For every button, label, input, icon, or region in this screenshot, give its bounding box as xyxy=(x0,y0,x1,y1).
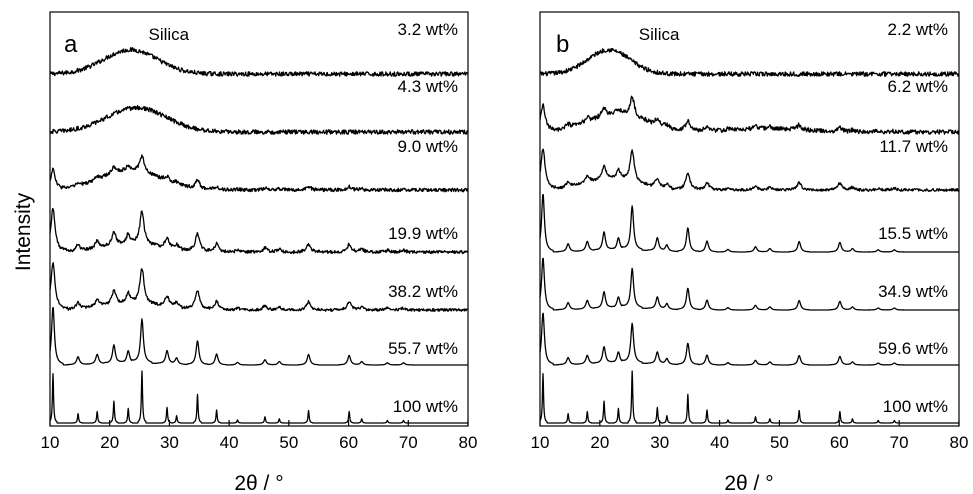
panel-b-x-ticks: 10 20 30 40 50 60 70 80 xyxy=(531,420,969,452)
panel-b-traces: 2.2 wt% 6.2 wt% 11.7 wt% 15.5 wt% 34.9 wt% 59… xyxy=(539,20,960,424)
panel-a-x-ticks: 10 20 30 40 50 60 70 80 xyxy=(41,420,478,452)
panel-a-x-axis-title: 2θ / ° xyxy=(234,472,283,494)
series-label: 4.3 wt% xyxy=(398,77,458,96)
series-label: 2.2 wt% xyxy=(888,20,948,39)
x-tick-label: 70 xyxy=(399,433,418,452)
series-label: 100 wt% xyxy=(883,397,948,416)
panel-b-silica-annotation: Silica xyxy=(639,25,680,44)
series-label: 11.7 wt% xyxy=(879,137,948,156)
x-tick-label: 40 xyxy=(710,433,729,452)
y-axis-title: Intensity xyxy=(12,192,35,271)
x-tick-label: 60 xyxy=(830,433,849,452)
panel-a-traces: 3.2 wt% 4.3 wt% 9.0 wt% 19.9 wt% 38.2 wt% 55.… xyxy=(49,20,469,424)
series-label: 34.9 wt% xyxy=(878,282,948,301)
series-line xyxy=(539,370,960,424)
x-tick-label: 40 xyxy=(220,433,239,452)
x-tick-label: 10 xyxy=(41,433,60,452)
panel-b: 2.2 wt% 6.2 wt% 11.7 wt% 15.5 wt% 34.9 wt% 59… xyxy=(531,11,969,494)
series-label: 59.6 wt% xyxy=(878,339,948,358)
panel-a-frame xyxy=(49,11,469,427)
series-line xyxy=(539,257,959,311)
series-label: 6.2 wt% xyxy=(888,77,948,96)
x-tick-label: 20 xyxy=(590,433,609,452)
panel-a: 3.2 wt% 4.3 wt% 9.0 wt% 19.9 wt% 38.2 wt% 55.… xyxy=(41,11,478,494)
series-line xyxy=(49,306,468,366)
x-tick-label: 20 xyxy=(100,433,119,452)
series-label: 100 wt% xyxy=(393,397,458,416)
series-label: 9.0 wt% xyxy=(398,137,458,156)
series-line xyxy=(539,95,960,135)
series-line xyxy=(539,193,959,253)
series-line xyxy=(539,148,959,192)
series-line xyxy=(49,207,469,255)
series-line xyxy=(539,47,960,77)
series-label: 38.2 wt% xyxy=(388,282,458,301)
x-tick-label: 10 xyxy=(531,433,550,452)
panel-a-letter: a xyxy=(64,31,78,58)
series-label: 3.2 wt% xyxy=(398,20,458,39)
series-label: 15.5 wt% xyxy=(878,224,948,243)
panel-b-x-axis-title: 2θ / ° xyxy=(724,472,773,494)
x-tick-label: 30 xyxy=(160,433,179,452)
panel-b-frame xyxy=(539,11,960,427)
series-line xyxy=(49,370,469,424)
series-line xyxy=(49,154,469,193)
x-tick-label: 80 xyxy=(950,433,969,452)
x-tick-label: 30 xyxy=(650,433,669,452)
panel-b-letter: b xyxy=(556,31,569,58)
series-label: 55.7 wt% xyxy=(388,339,458,358)
x-tick-label: 70 xyxy=(890,433,909,452)
x-tick-label: 50 xyxy=(279,433,298,452)
series-line xyxy=(539,312,959,366)
x-tick-label: 80 xyxy=(459,433,478,452)
x-tick-label: 50 xyxy=(770,433,789,452)
panel-a-silica-annotation: Silica xyxy=(149,25,190,44)
series-label: 19.9 wt% xyxy=(388,224,458,243)
series-line xyxy=(49,262,469,312)
series-line xyxy=(49,105,468,135)
x-tick-label: 60 xyxy=(339,433,358,452)
series-line xyxy=(49,47,469,77)
